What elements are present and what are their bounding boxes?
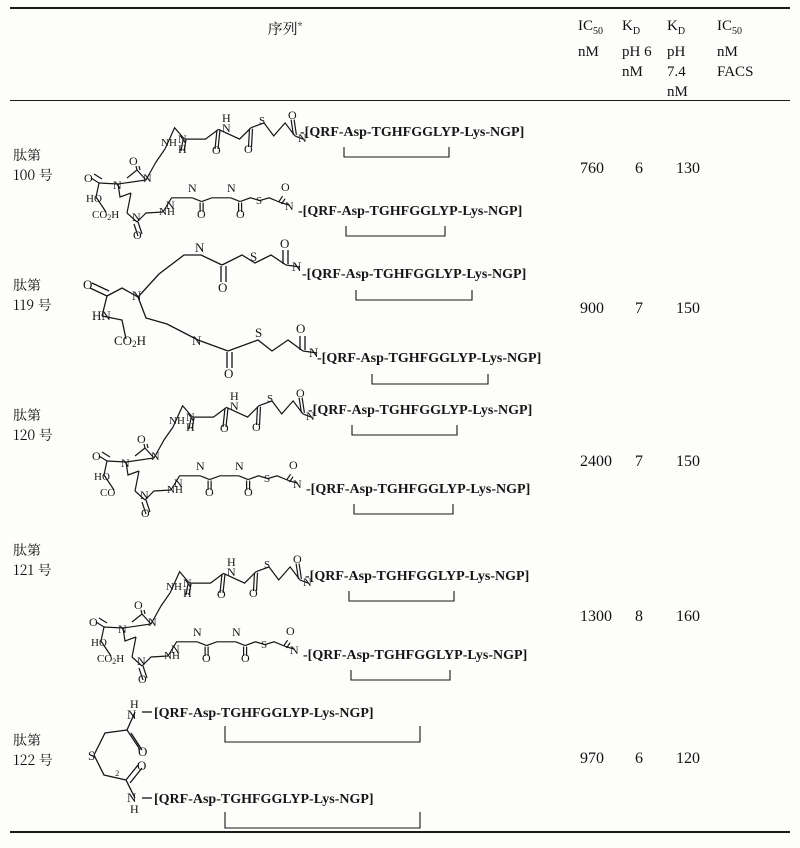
svg-text:N: N	[232, 625, 241, 639]
svg-text:N: N	[171, 642, 180, 656]
svg-text:-[QRF-Asp-TGHFGGLYP-Lys-NGP]: -[QRF-Asp-TGHFGGLYP-Lys-NGP]	[303, 648, 527, 663]
svg-text:O: O	[138, 672, 147, 686]
svg-text:O: O	[134, 598, 143, 612]
svg-text:O: O	[202, 651, 211, 665]
svg-text:O: O	[89, 615, 98, 629]
svg-text:N: N	[137, 654, 146, 668]
svg-text:O: O	[241, 651, 250, 665]
svg-text:S: S	[264, 559, 270, 571]
svg-text:S: S	[261, 639, 267, 651]
svg-text:O: O	[286, 624, 295, 638]
svg-text:N: N	[227, 565, 236, 579]
svg-text:HO: HO	[91, 637, 107, 649]
svg-text:N: N	[193, 625, 202, 639]
svg-text:O: O	[217, 587, 226, 601]
svg-text:N: N	[148, 615, 157, 629]
svg-text:O: O	[293, 552, 302, 566]
svg-text:-[QRF-Asp-TGHFGGLYP-Lys-NGP]: -[QRF-Asp-TGHFGGLYP-Lys-NGP]	[305, 569, 529, 584]
svg-text:N: N	[290, 643, 299, 657]
svg-text:N: N	[183, 576, 192, 590]
svg-text:N: N	[118, 622, 127, 636]
svg-text:CO2H: CO2H	[97, 653, 124, 666]
svg-text:O: O	[249, 586, 258, 600]
svg-text:NH: NH	[166, 581, 182, 593]
